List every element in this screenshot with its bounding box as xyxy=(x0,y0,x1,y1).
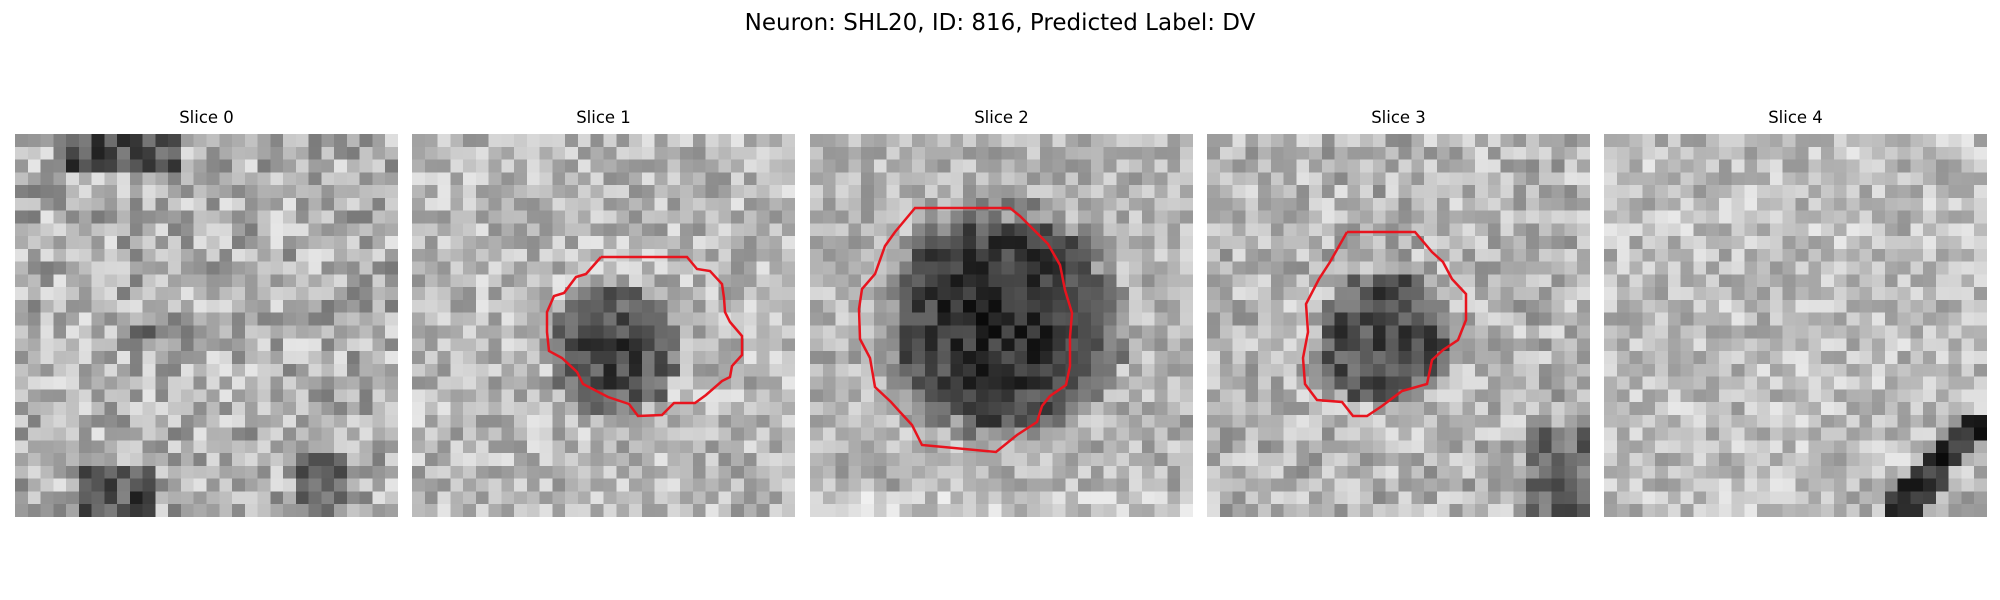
roi-contour xyxy=(1301,230,1468,418)
slice-image xyxy=(810,134,1193,517)
slice-title: Slice 3 xyxy=(1371,108,1426,127)
figure-title: Neuron: SHL20, ID: 816, Predicted Label:… xyxy=(744,10,1256,36)
grayscale-patch xyxy=(810,134,1193,517)
grayscale-patch xyxy=(412,134,795,517)
slice-panel-4: Slice 4 xyxy=(1604,108,1987,517)
slice-panel-1: Slice 1 xyxy=(412,108,795,517)
slice-title: Slice 2 xyxy=(974,108,1029,127)
grayscale-patch xyxy=(15,134,398,517)
roi-contour-overlay xyxy=(857,206,1074,454)
slice-panel-3: Slice 3 xyxy=(1207,108,1590,517)
slice-image xyxy=(1604,134,1987,517)
slice-image xyxy=(412,134,795,517)
slice-image xyxy=(15,134,398,517)
slice-title: Slice 4 xyxy=(1768,108,1823,127)
slice-title: Slice 1 xyxy=(576,108,631,127)
slice-panel-2: Slice 2 xyxy=(810,108,1193,517)
grayscale-patch xyxy=(1207,134,1590,517)
roi-contour-overlay xyxy=(545,255,744,418)
slice-image xyxy=(1207,134,1590,517)
roi-contour xyxy=(857,206,1074,454)
roi-contour xyxy=(545,255,744,418)
grayscale-patch xyxy=(1604,134,1987,517)
roi-contour-overlay xyxy=(1301,230,1468,418)
slice-panel-0: Slice 0 xyxy=(15,108,398,517)
slice-title: Slice 0 xyxy=(179,108,234,127)
